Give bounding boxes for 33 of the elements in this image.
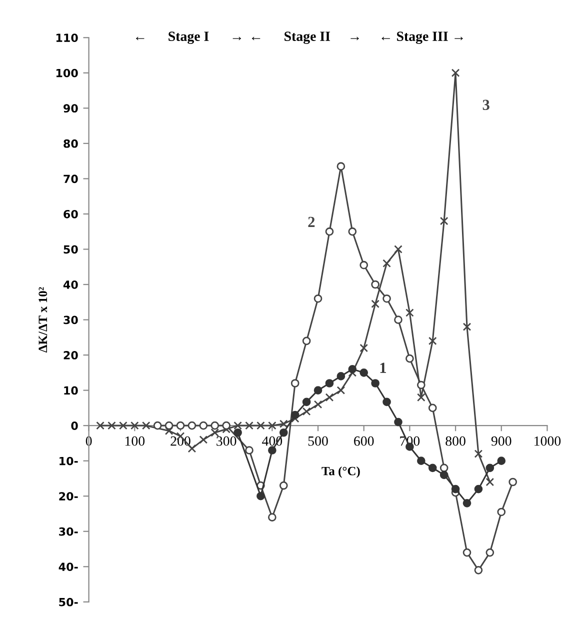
- x-tick-label: 300: [216, 436, 236, 446]
- x-tick-label: 100: [125, 436, 145, 446]
- y-tick-label: 10: [64, 386, 78, 395]
- y-tick-label: 20: [64, 351, 78, 360]
- y-tick-label: 30-: [59, 527, 78, 536]
- x-tick-label: 1000: [534, 436, 561, 446]
- series-label: 3: [482, 100, 490, 110]
- x-tick-label: 0: [86, 436, 92, 446]
- y-tick-label: 70: [64, 174, 78, 184]
- annotation: ← Stage I →: [136, 32, 242, 44]
- y-tick-label: 100: [56, 68, 78, 78]
- series-label: 1: [380, 362, 386, 373]
- y-tick-label: 80: [64, 139, 78, 148]
- annotation: ← Stage III →: [382, 32, 463, 44]
- x-tick-label: 600: [354, 436, 374, 446]
- x-axis-title: Ta (°C): [322, 466, 360, 478]
- x-tick-label: 800: [446, 436, 466, 446]
- y-tick-label: 20-: [59, 492, 78, 500]
- y-tick-label: 110: [56, 34, 78, 42]
- y-tick-label: 0: [71, 422, 78, 430]
- annotation: ← Stage II →: [252, 32, 359, 44]
- y-tick-label: 10-: [60, 456, 78, 466]
- y-tick-label: 90: [64, 104, 78, 113]
- y-tick-label: 40-: [58, 562, 78, 572]
- y-tick-label: 50: [64, 245, 78, 254]
- y-tick-label: 30: [64, 316, 78, 324]
- y-tick-label: 40: [63, 280, 78, 289]
- y-axis-title: ΔK/ΔT x 10²: [38, 287, 48, 352]
- y-tick-label: 60: [64, 210, 78, 218]
- y-tick-label: 50-: [59, 598, 78, 606]
- x-tick-label: 900: [491, 436, 512, 446]
- x-tick-label: 500: [308, 436, 328, 446]
- series-label: 2: [308, 216, 315, 227]
